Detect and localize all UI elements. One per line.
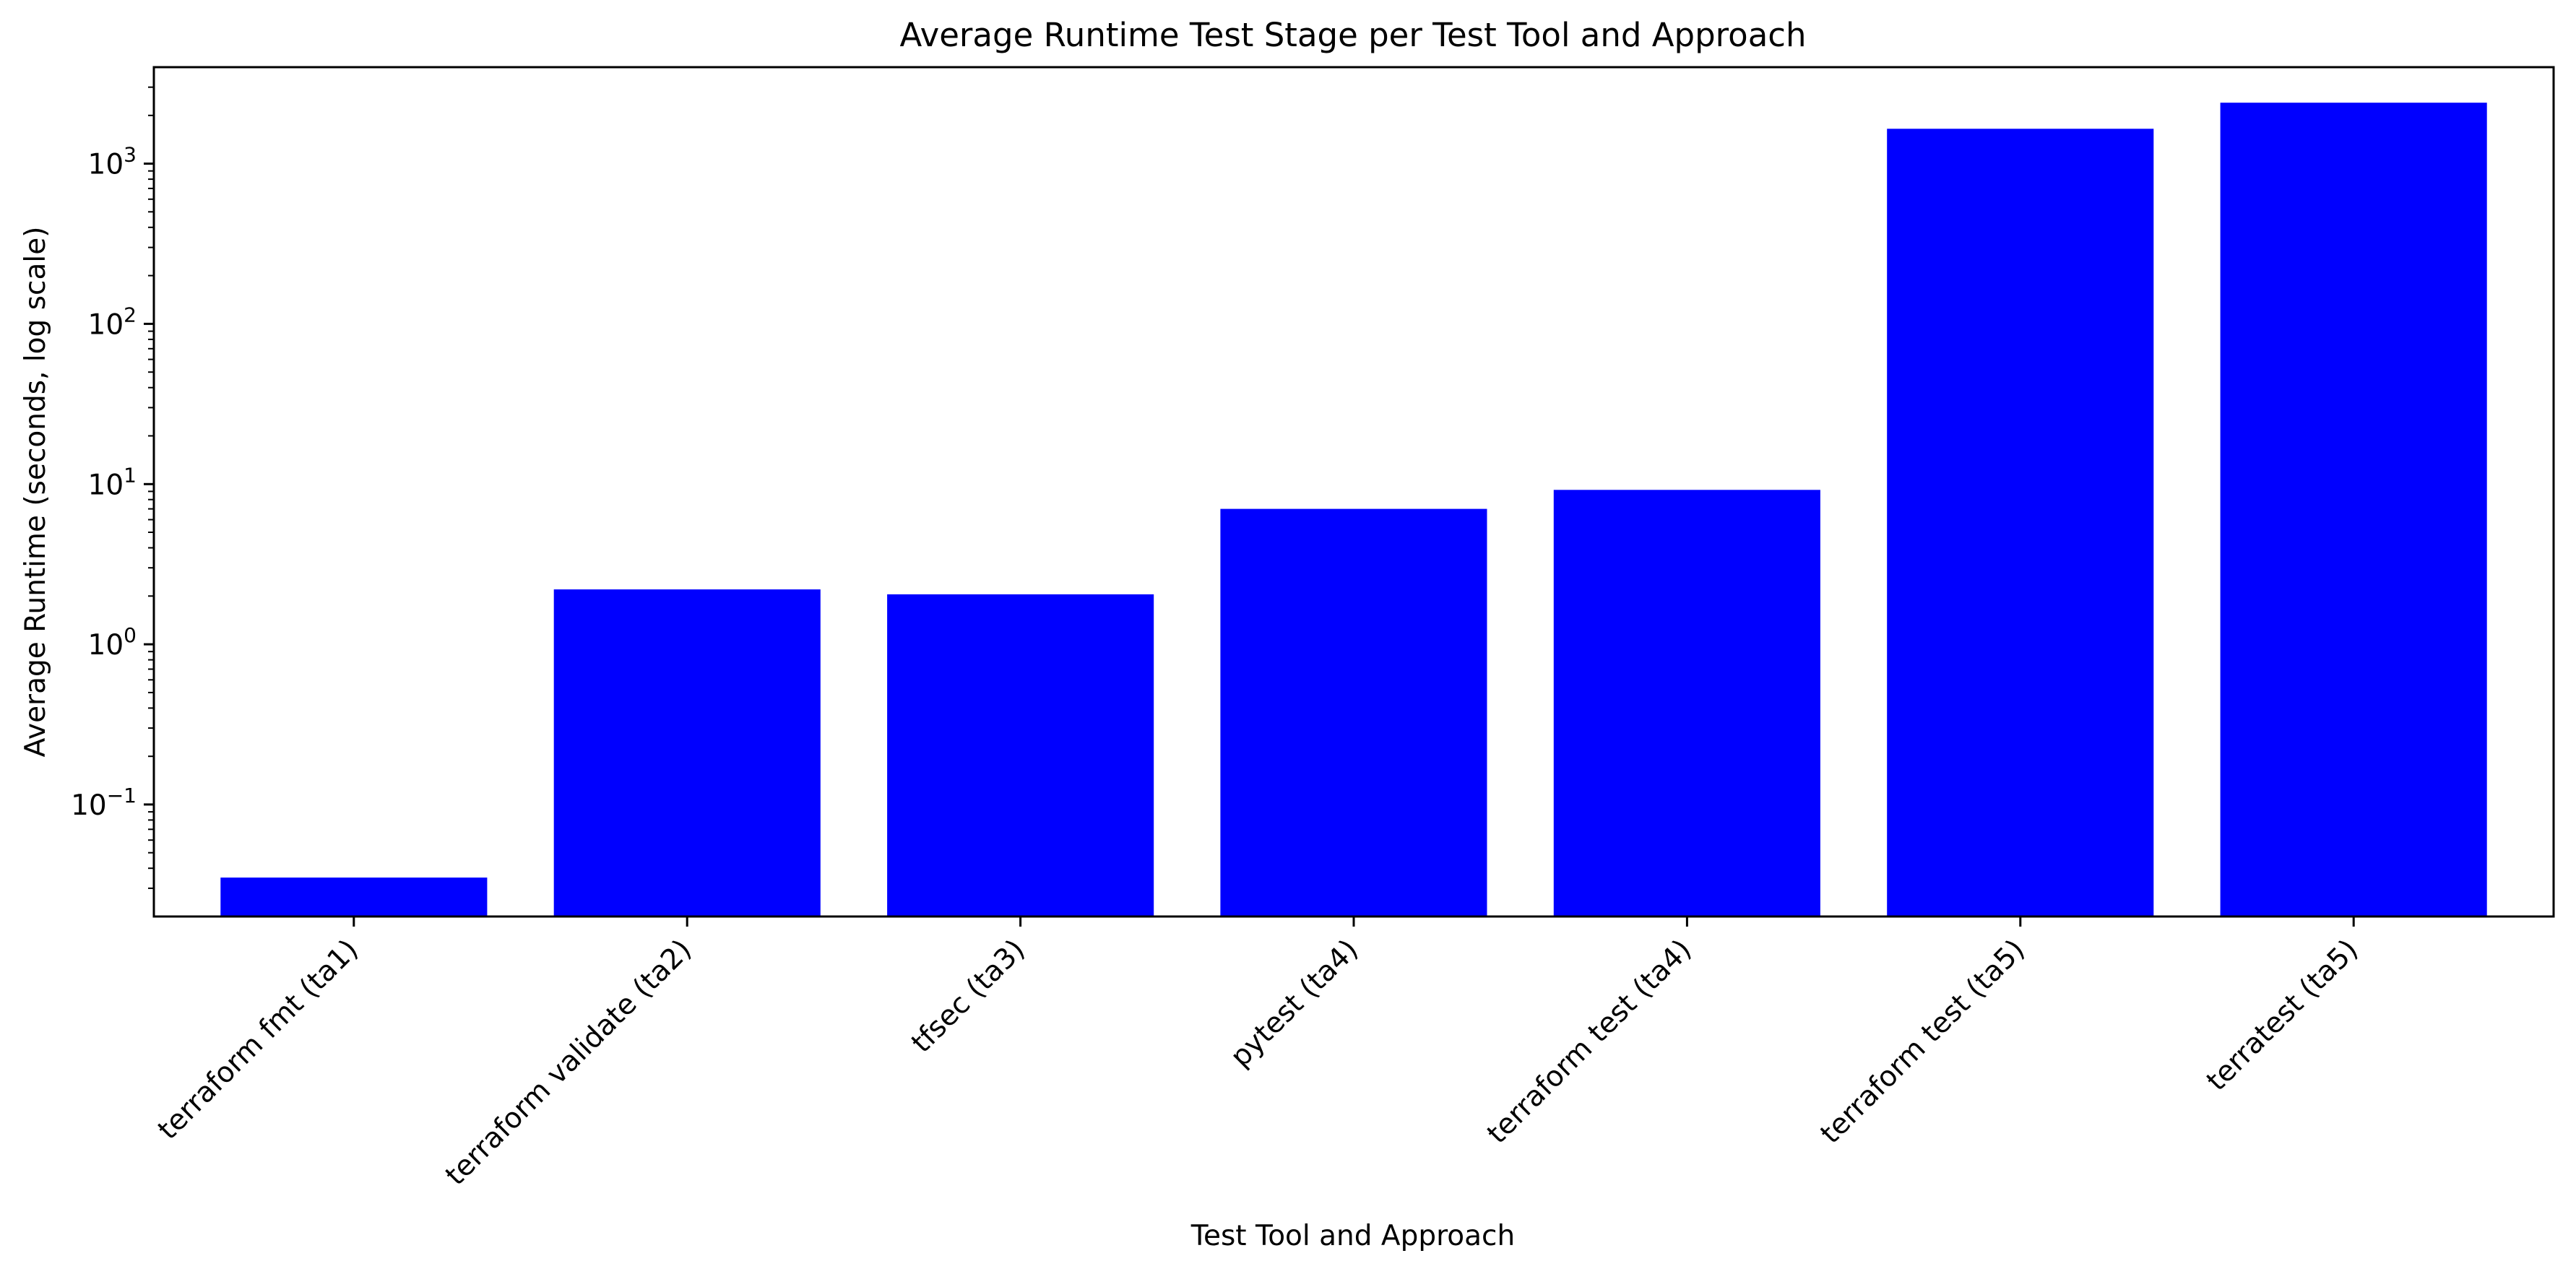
x-tick-label-4: terraform test (ta4) <box>1481 933 1698 1150</box>
y-axis-title: Average Runtime (seconds, log scale) <box>20 227 52 758</box>
bar-2 <box>887 594 1154 916</box>
y-tick-label-2: 101 <box>88 463 137 501</box>
bar-0 <box>220 878 488 916</box>
y-tick-label-1: 100 <box>88 623 137 662</box>
chart-title: Average Runtime Test Stage per Test Tool… <box>899 16 1806 54</box>
bar-3 <box>1220 508 1487 916</box>
x-tick-label-5: terraform test (ta5) <box>1815 933 2031 1150</box>
x-tick-label-6: terratest (ta5) <box>2200 933 2364 1097</box>
x-axis: terraform fmt (ta1) terraform validate (t… <box>152 916 2364 1192</box>
bars-group <box>220 103 2487 917</box>
bar-4 <box>1553 490 1820 916</box>
x-tick-label-0: terraform fmt (ta1) <box>152 933 365 1146</box>
y-tick-label-0: 10−1 <box>71 784 137 822</box>
x-axis-title: Test Tool and Approach <box>1190 1220 1515 1252</box>
plot-frame <box>152 66 2555 918</box>
y-axis: 10−1 100 101 102 103 <box>71 86 154 889</box>
y-tick-label-4: 103 <box>88 143 137 181</box>
bar-6 <box>2220 103 2487 917</box>
x-tick-label-2: tfsec (ta3) <box>905 933 1031 1059</box>
bar-1 <box>553 589 821 916</box>
y-tick-label-3: 102 <box>88 303 137 341</box>
x-tick-label-1: terraform validate (ta2) <box>439 933 698 1192</box>
bar-5 <box>1887 129 2154 916</box>
x-tick-label-3: pytest (ta4) <box>1224 933 1365 1073</box>
